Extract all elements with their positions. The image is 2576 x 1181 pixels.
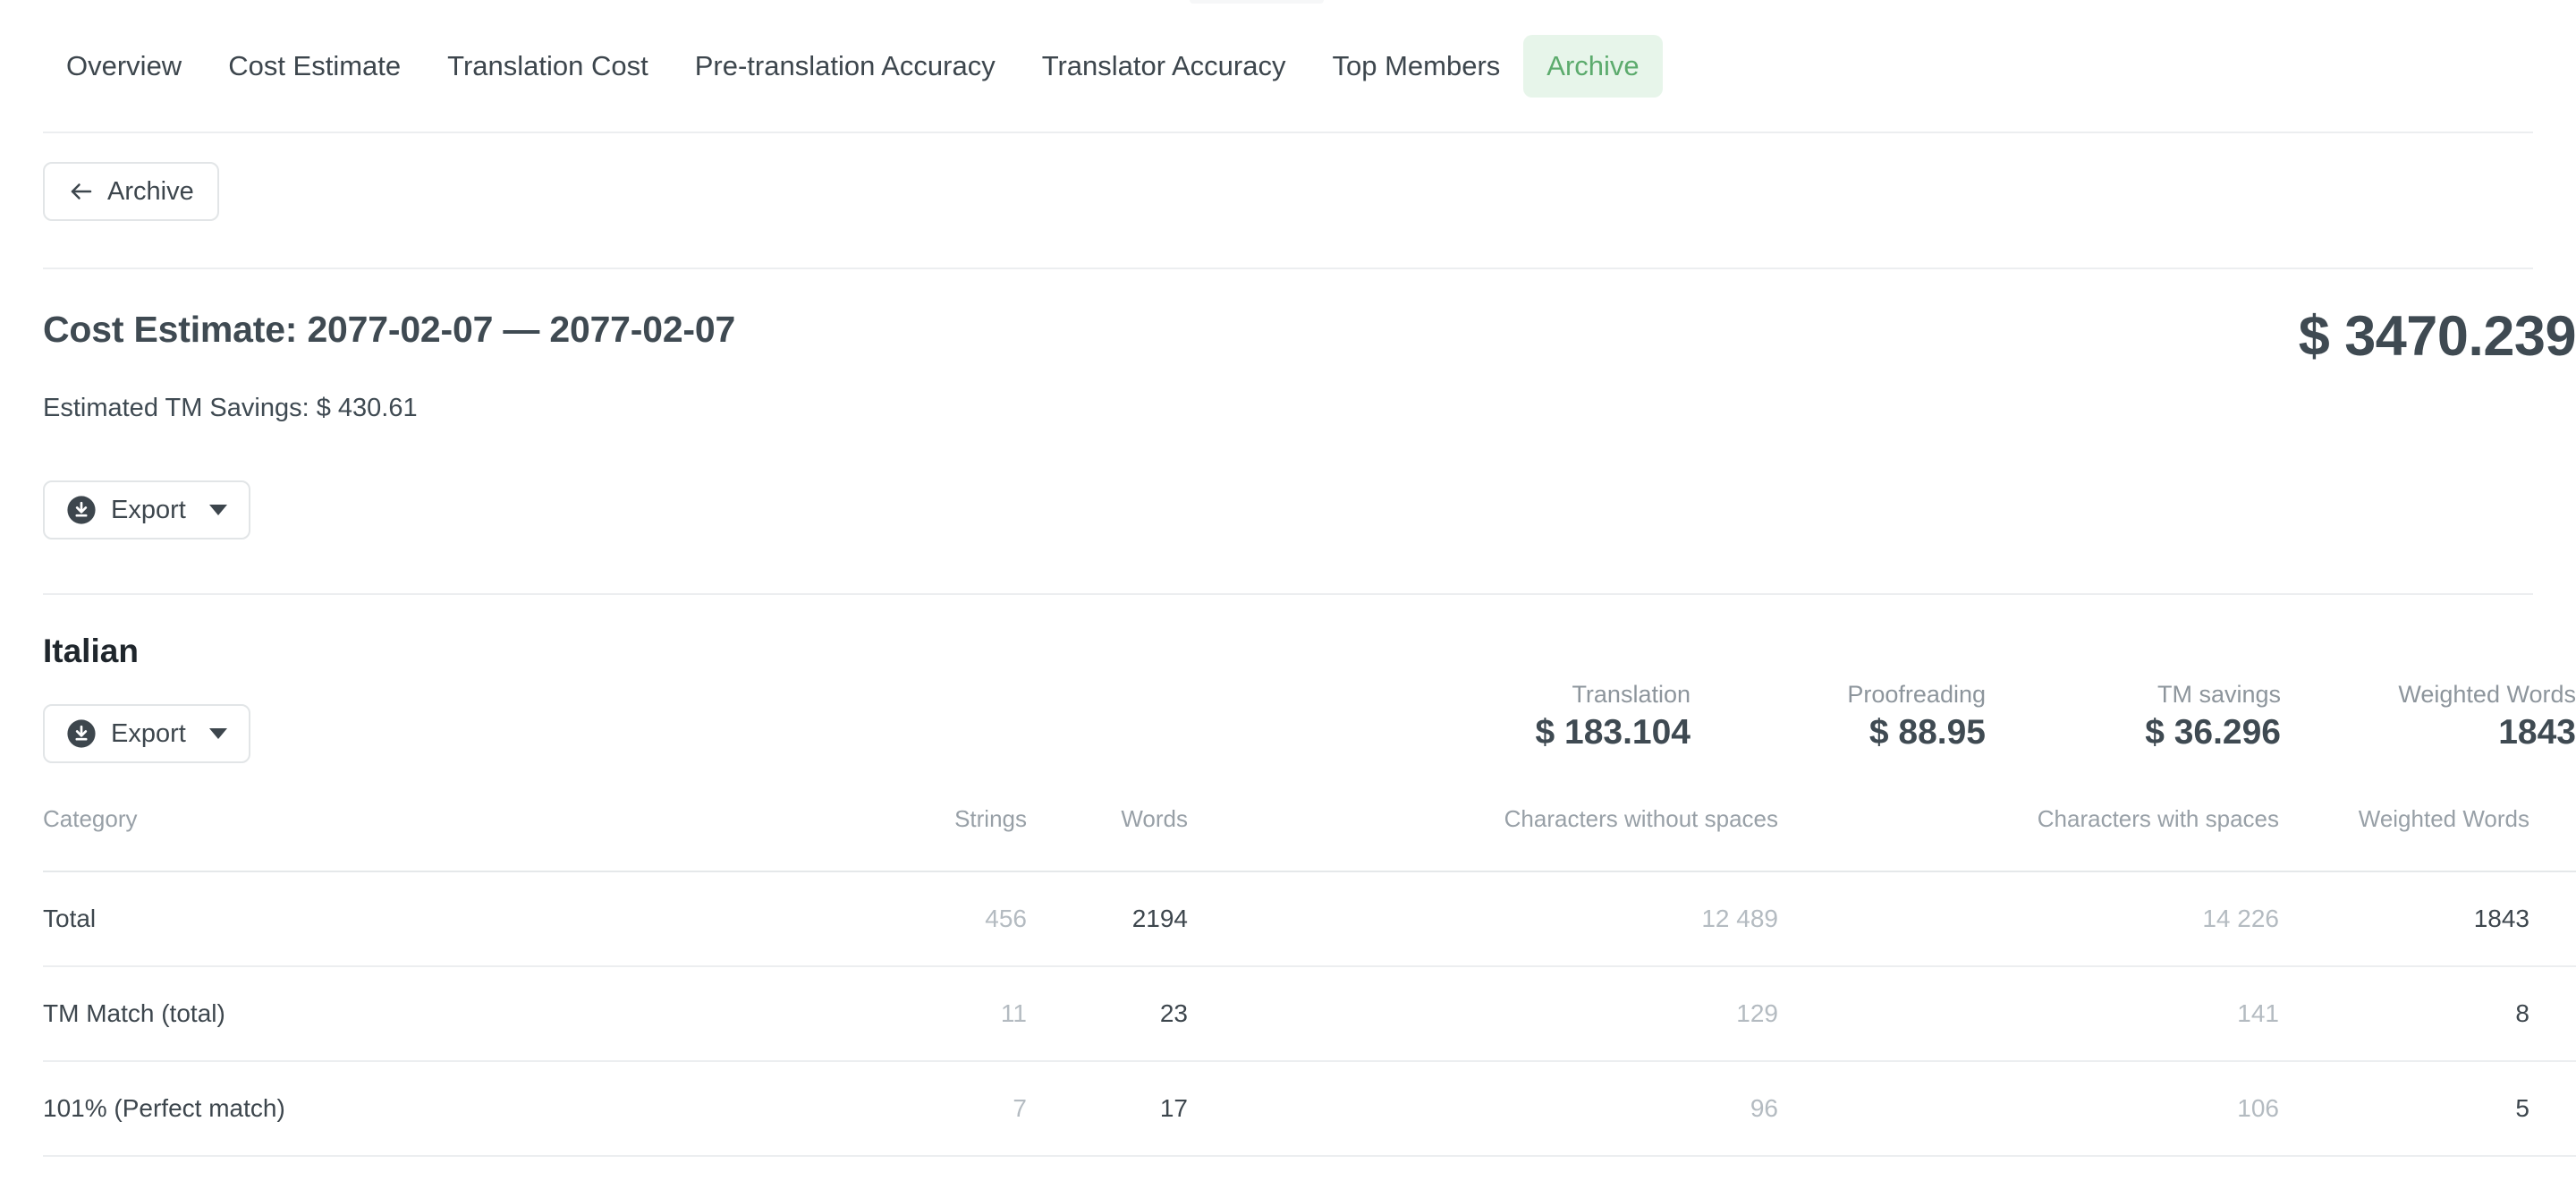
table-row[interactable]: 100% 4 6 33 35 3 0.3 <box>43 1155 2576 1181</box>
cost-estimate-title: Cost Estimate: 2077-02-07 — 2077-02-07 <box>43 309 736 350</box>
cell-chars-without-spaces: 12 489 <box>1188 871 1778 966</box>
language-name: Italian <box>43 633 139 669</box>
stat-weighted-words: Weighted Words 1843 <box>2281 680 2576 755</box>
column-header-characters-with-spaces: Characters with spaces <box>2037 805 2279 832</box>
main-tab-bar: Overview Cost Estimate Translation Cost … <box>0 0 2576 132</box>
language-summary-stats: Translation $ 183.104 Proofreading $ 88.… <box>1395 680 2576 755</box>
back-to-archive-button[interactable]: Archive <box>43 162 219 221</box>
download-circle-icon <box>66 718 97 749</box>
cell-percent: 1 <box>2529 965 2576 1061</box>
cell-chars-without-spaces: 129 <box>1188 965 1778 1061</box>
cell-weighted-words: 1843 <box>2279 871 2529 966</box>
download-circle-icon <box>66 495 97 525</box>
cell-chars-without-spaces: 33 <box>1188 1155 1778 1181</box>
tab-overview[interactable]: Overview <box>66 50 182 82</box>
stat-label: Translation <box>1572 681 1690 708</box>
tab-cost-estimate[interactable]: Cost Estimate <box>228 50 402 82</box>
cell-words: 17 <box>1027 1060 1188 1156</box>
column-header-characters-without-spaces: Characters without spaces <box>1504 805 1778 832</box>
stat-value: $ 88.95 <box>1868 712 1986 752</box>
tab-pre-translation-accuracy[interactable]: Pre-translation Accuracy <box>694 50 996 82</box>
column-header-percent: % <box>2529 805 2576 871</box>
stat-value: $ 36.296 <box>2145 712 2281 752</box>
cell-category: 101% (Perfect match) <box>43 1060 723 1156</box>
table-header-row: Category Strings Words Characters withou… <box>43 805 2576 871</box>
stat-value: 1843 <box>2498 712 2576 752</box>
tab-translator-accuracy[interactable]: Translator Accuracy <box>1041 50 1286 82</box>
cell-words: 23 <box>1027 965 1188 1061</box>
stat-label: Proofreading <box>1847 681 1986 708</box>
cell-strings: 456 <box>723 871 1027 966</box>
stat-value: $ 183.104 <box>1535 712 1690 752</box>
cell-chars-with-spaces: 35 <box>1778 1155 2279 1181</box>
cost-estimate-total: $ 3470.239 <box>2298 305 2576 368</box>
column-header-words: Words <box>1121 805 1188 832</box>
column-header-weighted-words: Weighted Words <box>2358 805 2529 832</box>
cell-words: 2194 <box>1027 871 1188 966</box>
export-button-label: Export <box>111 718 186 748</box>
cell-chars-with-spaces: 14 226 <box>1778 871 2279 966</box>
cell-chars-with-spaces: 141 <box>1778 965 2279 1061</box>
column-header-strings: Strings <box>954 805 1027 832</box>
stat-tm-savings: TM savings $ 36.296 <box>1986 680 2281 755</box>
cell-strings: 4 <box>723 1155 1027 1181</box>
table-header: Category Strings Words Characters withou… <box>43 805 2576 871</box>
cell-chars-without-spaces: 96 <box>1188 1060 1778 1156</box>
chevron-down-icon <box>208 505 227 515</box>
cell-words: 6 <box>1027 1155 1188 1181</box>
cell-category: 100% <box>43 1155 723 1181</box>
column-header-category: Category <box>43 805 138 832</box>
cell-strings: 11 <box>723 965 1027 1061</box>
table-row[interactable]: Total 456 2194 12 489 14 226 1843 100 <box>43 871 2576 966</box>
cell-category: Total <box>43 871 723 966</box>
divider-below-tabs <box>43 132 2533 133</box>
cell-strings: 7 <box>723 1060 1027 1156</box>
export-button-global[interactable]: Export <box>43 480 250 540</box>
table-body: Total 456 2194 12 489 14 226 1843 100 TM… <box>43 871 2576 1181</box>
cost-breakdown-table: Category Strings Words Characters withou… <box>43 805 2576 1181</box>
cell-percent: 0.3 <box>2529 1155 2576 1181</box>
divider-below-back-button <box>43 268 2533 269</box>
tab-translation-cost[interactable]: Translation Cost <box>447 50 648 82</box>
cell-chars-with-spaces: 106 <box>1778 1060 2279 1156</box>
estimated-tm-savings: Estimated TM Savings: $ 430.61 <box>43 394 418 422</box>
cell-weighted-words: 5 <box>2279 1060 2529 1156</box>
table-row[interactable]: 101% (Perfect match) 7 17 96 106 5 0.8 <box>43 1060 2576 1156</box>
cell-weighted-words: 3 <box>2279 1155 2529 1181</box>
cell-weighted-words: 8 <box>2279 965 2529 1061</box>
export-button-label: Export <box>111 495 186 524</box>
stat-proofreading: Proofreading $ 88.95 <box>1690 680 1986 755</box>
divider-above-language-section <box>43 593 2533 595</box>
cell-category: TM Match (total) <box>43 965 723 1061</box>
tab-top-members[interactable]: Top Members <box>1332 50 1501 82</box>
tab-archive[interactable]: Archive <box>1523 35 1663 98</box>
stat-label: TM savings <box>2157 681 2281 708</box>
top-partial-element <box>1190 0 1324 4</box>
table-row[interactable]: TM Match (total) 11 23 129 141 8 1 <box>43 965 2576 1061</box>
export-button-language[interactable]: Export <box>43 704 250 763</box>
back-button-label: Archive <box>107 176 194 206</box>
cell-percent: 100 <box>2529 871 2576 966</box>
chevron-down-icon <box>208 728 227 739</box>
arrow-left-icon <box>68 178 95 205</box>
stat-label: Weighted Words <box>2398 681 2576 708</box>
stat-translation: Translation $ 183.104 <box>1395 680 1690 755</box>
cell-percent: 0.8 <box>2529 1060 2576 1156</box>
